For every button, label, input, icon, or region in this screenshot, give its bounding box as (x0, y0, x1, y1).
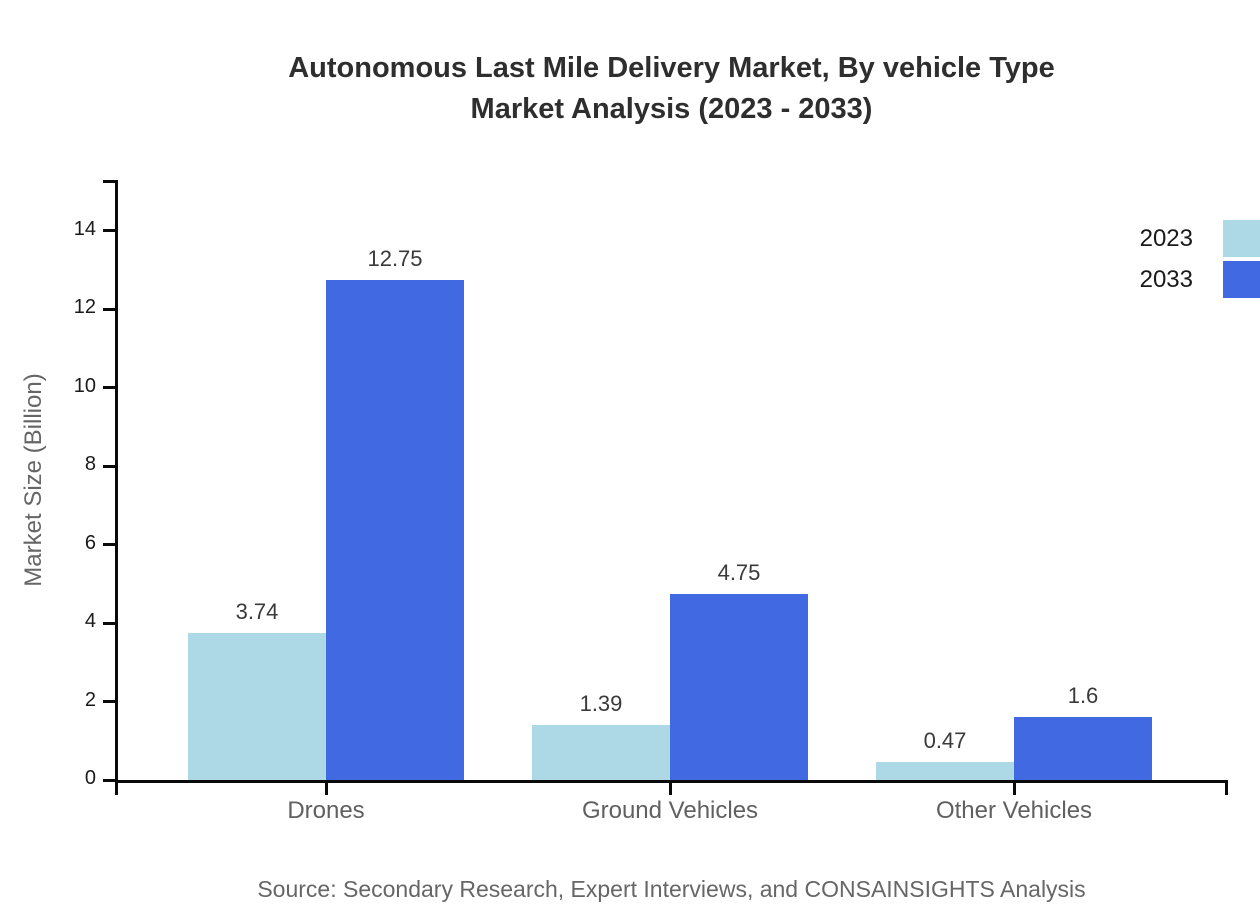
y-tick-label: 4 (84, 610, 96, 633)
x-axis-left-cap (115, 783, 118, 795)
y-tick (103, 543, 115, 547)
legend-label-2023: 2023 (1139, 224, 1193, 252)
y-tick (103, 386, 115, 390)
y-tick-label: 6 (84, 531, 96, 554)
y-tick (103, 307, 115, 311)
x-tick (668, 783, 672, 795)
legend-swatch-2023 (1223, 220, 1260, 257)
bar-value-label: 1.6 (1067, 683, 1099, 709)
legend-swatch-2033 (1223, 261, 1260, 298)
bar-drones-2033 (326, 280, 464, 780)
y-tick-label: 10 (73, 374, 96, 397)
legend-row-2023: 2023 (1140, 220, 1260, 257)
y-tick-label: 8 (84, 453, 96, 476)
y-axis-line (115, 180, 118, 783)
bar-ground-vehicles-2023 (532, 725, 670, 780)
x-axis-right-cap (1225, 783, 1228, 795)
chart-title: Autonomous Last Mile Delivery Market, By… (118, 48, 1225, 130)
category-label-other-vehicles: Other Vehicles (935, 797, 1093, 824)
y-tick (103, 464, 115, 468)
legend: 2023 2033 (1140, 220, 1260, 302)
category-label-drones: Drones (287, 797, 365, 824)
y-tick-label: 2 (84, 688, 96, 711)
bar-value-label: 3.74 (235, 599, 279, 625)
x-tick (1012, 783, 1016, 795)
bar-value-label: 4.75 (717, 559, 761, 585)
chart-title-line1: Autonomous Last Mile Delivery Market, By… (288, 52, 1055, 84)
y-tick (103, 700, 115, 704)
x-axis-line (115, 780, 1228, 783)
bar-drones-2023 (188, 633, 326, 780)
source-text: Source: Secondary Research, Expert Inter… (257, 876, 1086, 902)
y-tick (103, 229, 115, 233)
chart-title-line2: Market Analysis (2023 - 2033) (470, 93, 873, 125)
bar-ground-vehicles-2033 (670, 593, 808, 780)
y-tick (103, 621, 115, 625)
bar-value-label: 0.47 (923, 727, 967, 753)
y-tick (103, 778, 115, 782)
bar-other-vehicles-2033 (1014, 717, 1152, 780)
y-axis-top-cap (103, 180, 115, 183)
y-tick-label: 14 (73, 217, 96, 240)
category-label-ground-vehicles: Ground Vehicles (581, 797, 759, 824)
x-tick (324, 783, 328, 795)
y-tick-label: 12 (73, 296, 96, 319)
bar-value-label: 12.75 (367, 246, 423, 271)
legend-row-2033: 2033 (1140, 261, 1260, 298)
y-tick-label: 0 (84, 767, 96, 789)
legend-label-2033: 2033 (1139, 265, 1193, 293)
bar-other-vehicles-2023 (876, 761, 1014, 780)
bar-value-label: 1.39 (579, 691, 623, 717)
